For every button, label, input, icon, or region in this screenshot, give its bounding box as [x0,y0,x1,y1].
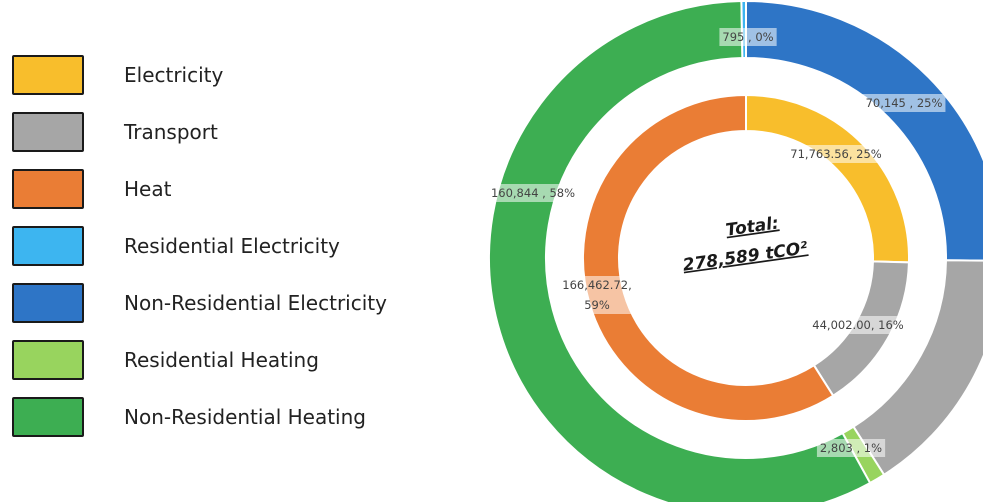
data-label-text: 166,462.72, 59% [562,278,632,312]
legend-swatch-non-residential-heating [12,397,84,437]
data-label-box [809,316,907,334]
total-value: 278,589 tCO² [682,238,810,275]
legend-swatch-residential-electricity [12,226,84,266]
legend-swatch-heat [12,169,84,209]
data-label-box [862,94,946,112]
data-label-text: 70,145 , 25% [866,96,943,110]
inner-slice-electricity [745,93,910,264]
data-label-line: 70,145 , 25% [866,96,943,110]
data-label-line: 2,803 , 1% [820,441,882,455]
outer-slice-non-residential-electricity [745,0,983,262]
legend-label-heat: Heat [124,177,172,201]
legend-label-electricity: Electricity [124,63,224,87]
legend-swatch-electricity [12,55,84,95]
legend-swatch-non-residential-electricity [12,283,84,323]
legend-label-residential-heating: Residential Heating [124,348,319,372]
data-label-residential-electricity-outer: 795 , 0% [719,28,777,46]
total-label: Total: [725,213,781,240]
data-label-box [719,28,777,46]
data-label-box [787,145,885,163]
outer-slice-non-residential-heating [487,0,872,502]
legend-label-transport: Transport [124,120,218,144]
legend-label-non-residential-heating: Non-Residential Heating [124,405,366,429]
data-label-box [487,184,579,202]
data-label-transport-inner: 44,002.00, 16% [809,316,907,334]
legend-swatch-transport [12,112,84,152]
data-label-line: 71,763.56, 25% [790,147,881,161]
data-label-text: 71,763.56, 25% [790,147,881,161]
legend-swatch-residential-heating [12,340,84,380]
data-label-box [816,439,886,457]
inner-slice-heat [582,93,835,422]
outer-ring [487,0,983,502]
data-label-heat-inner: 166,462.72, 59% [559,276,635,314]
data-label-line: 44,002.00, 16% [812,318,903,332]
legend-item-heat: Heat [12,169,432,213]
data-labels: 71,763.56, 25% 44,002.00, 16% 166,462.72, 5… [487,28,946,457]
legend-item-electricity: Electricity [12,55,432,99]
data-label-line: 59% [584,298,610,312]
legend-item-non-residential-electricity: Non-Residential Electricity [12,283,432,327]
data-label-electricity-inner: 71,763.56, 25% [787,145,885,163]
legend-label-non-residential-electricity: Non-Residential Electricity [124,291,387,315]
inner-ring [582,93,910,422]
data-label-residential-heating-outer: 2,803 , 1% [816,439,886,457]
data-label-line: 166,462.72, [562,278,632,292]
data-label-text: 44,002.00, 16% [812,318,903,332]
data-label-line: 795 , 0% [722,30,773,44]
legend-item-residential-heating: Residential Heating [12,340,432,384]
legend-item-residential-electricity: Residential Electricity [12,226,432,270]
legend-label-residential-electricity: Residential Electricity [124,234,340,258]
data-label-text: 160,844 , 58% [491,186,575,200]
data-label-text: 2,803 , 1% [820,441,882,455]
data-label-box [559,276,635,314]
data-label-text: 795 , 0% [722,30,773,44]
data-label-non-residential-heating-outer: 160,844 , 58% [487,184,579,202]
data-label-non-residential-electricity-outer: 70,145 , 25% [862,94,946,112]
legend-item-non-residential-heating: Non-Residential Heating [12,397,432,441]
data-label-line: 160,844 , 58% [491,186,575,200]
legend-item-transport: Transport [12,112,432,156]
